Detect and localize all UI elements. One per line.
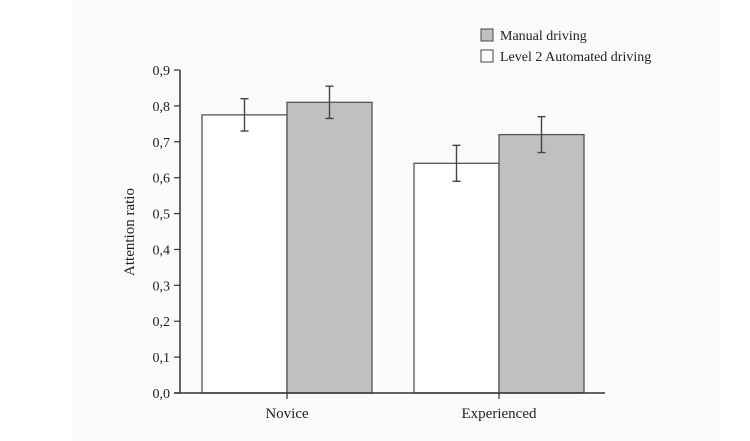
y-axis-title: Attention ratio [122,188,138,276]
legend-swatch-manual [480,28,494,42]
y-tick-label: 0,4 [153,243,171,258]
bar-manual-experienced [498,133,585,394]
legend-swatch-automated [480,49,494,63]
y-tick-label: 0,9 [153,64,171,79]
legend: Manual driving Level 2 Automated driving [480,28,651,65]
y-tick-label: 0,3 [153,279,171,294]
x-tick-label: Novice [265,406,309,422]
y-tick-label: 0,6 [153,172,171,187]
y-tick-label: 0,7 [153,136,171,151]
bars-group [201,101,585,394]
y-tick-label: 0,2 [153,315,171,330]
y-ticks-group: 0,0 0,1 0,2 0,3 0,4 0,5 0,6 0,7 0,8 0,9 [153,64,180,402]
legend-label-manual: Manual driving [500,29,587,44]
legend-label-automated: Level 2 Automated driving [500,50,651,65]
x-tick-label: Experienced [462,406,537,422]
bar-manual-novice [286,101,373,394]
error-bars-group [240,85,546,182]
bar-automated-novice [201,114,288,394]
y-tick-label: 0,8 [153,100,171,115]
y-tick-label: 0,1 [153,351,171,366]
x-ticks-group: Novice Experienced [265,393,537,422]
bar-automated-experienced [413,162,500,394]
y-tick-label: 0,0 [153,387,171,402]
y-tick-label: 0,5 [153,208,171,223]
